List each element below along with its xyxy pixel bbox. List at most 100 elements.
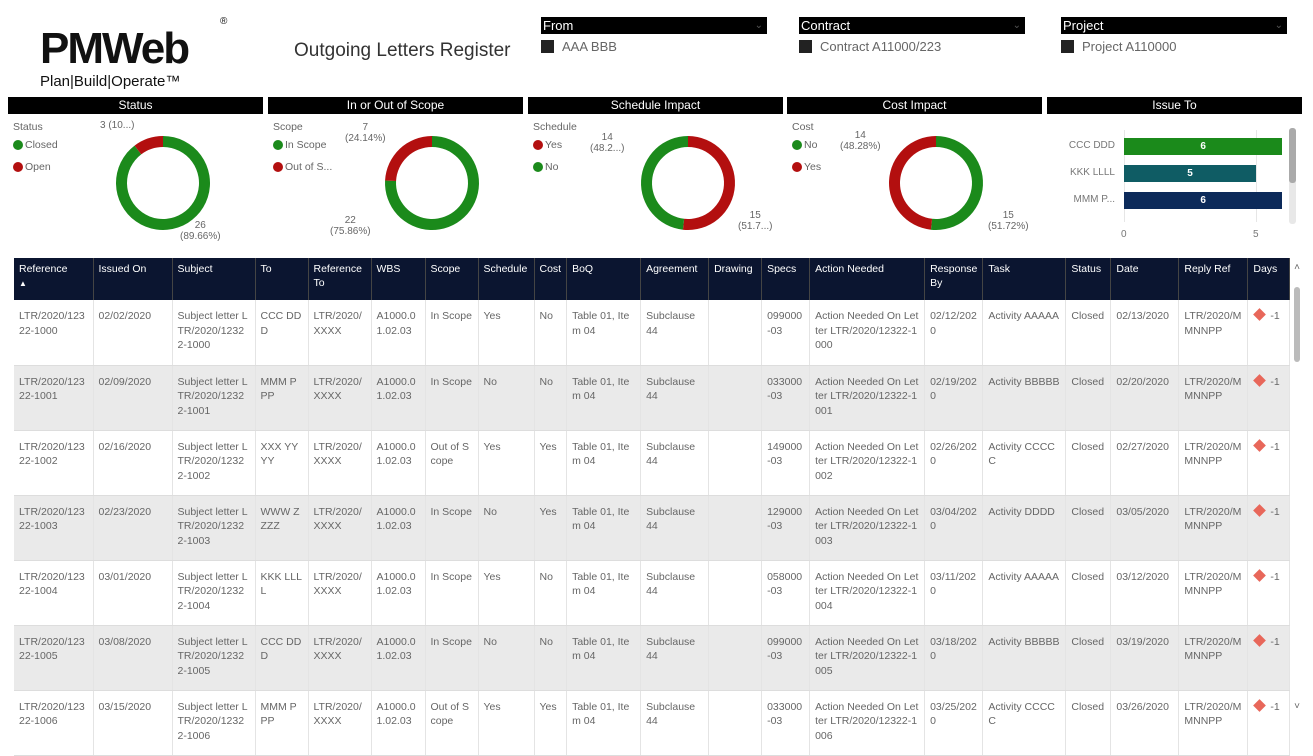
- cell-value: LTR/2020/XXXX: [313, 570, 362, 598]
- donut-slice-yes[interactable]: [889, 136, 936, 230]
- cell-value: Subject letter LTR/2020/12322-1003: [177, 505, 248, 547]
- slicer-header[interactable]: From ⌄: [541, 17, 767, 34]
- cell-issued-on: 03/01/2020: [93, 560, 173, 626]
- cell-value: In Scope: [430, 375, 472, 388]
- column-header-action-needed[interactable]: Action Needed: [809, 258, 926, 300]
- bar-value-label: 5: [1187, 168, 1193, 179]
- column-header-to[interactable]: To: [255, 258, 309, 300]
- column-header-days[interactable]: Days: [1247, 258, 1291, 300]
- cell-subject: Subject letter LTR/2020/12322-1006: [172, 690, 256, 756]
- column-header-subject[interactable]: Subject: [172, 258, 256, 300]
- cell-status: Closed: [1065, 430, 1112, 496]
- slicer-option[interactable]: AAA BBB: [541, 39, 767, 54]
- status-diamond-icon: [1253, 503, 1267, 517]
- chevron-down-icon[interactable]: ⌄: [754, 20, 763, 31]
- column-header-reference[interactable]: Reference ▲: [14, 258, 94, 300]
- donut-slice-no[interactable]: [930, 136, 983, 230]
- legend-dot-icon: [533, 140, 543, 150]
- legend-label: Closed: [25, 139, 58, 151]
- bar[interactable]: 6: [1124, 138, 1283, 155]
- column-header-agreement[interactable]: Agreement: [640, 258, 710, 300]
- slicer-option[interactable]: Contract A11000/223: [799, 39, 1025, 54]
- legend-item[interactable]: Closed: [13, 139, 58, 151]
- cell-action-needed: Action Needed On Letter LTR/2020/12322-1…: [809, 560, 926, 626]
- cell-issued-on: 03/08/2020: [93, 625, 173, 691]
- cell-boq: Table 01, Item 04: [566, 430, 642, 496]
- column-header-date[interactable]: Date: [1110, 258, 1180, 300]
- cell-value: -1: [1270, 375, 1280, 388]
- column-header-reference-to[interactable]: Reference To: [308, 258, 372, 300]
- table-row[interactable]: LTR/2020/12322-1003 02/23/2020 Subject let…: [14, 495, 1291, 561]
- checkbox-icon[interactable]: [799, 40, 812, 53]
- cell-to: CCC DDD: [255, 300, 309, 366]
- logo-tagline: Plan|Build|Operate™: [40, 73, 181, 90]
- cell-value: Action Needed On Letter LTR/2020/12322-1…: [815, 700, 919, 742]
- bar[interactable]: 6: [1124, 192, 1283, 209]
- slicer-header[interactable]: Project ⌄: [1061, 17, 1287, 34]
- slicer-from[interactable]: From ⌄ AAA BBB: [541, 17, 767, 54]
- scroll-down-icon[interactable]: ˅: [1294, 701, 1300, 712]
- cell-value: No: [483, 505, 497, 518]
- column-header-boq[interactable]: BoQ: [566, 258, 642, 300]
- cell-value: LTR/2020/12322-1002: [19, 440, 85, 468]
- column-header-drawing[interactable]: Drawing: [708, 258, 763, 300]
- table-row[interactable]: LTR/2020/12322-1001 02/09/2020 Subject let…: [14, 365, 1291, 431]
- donut-slice-no[interactable]: [641, 136, 688, 230]
- legend-item[interactable]: Yes: [533, 139, 577, 151]
- scroll-up-icon[interactable]: ˄: [1294, 262, 1300, 273]
- legend-item[interactable]: Out of S...: [273, 161, 332, 173]
- chevron-down-icon[interactable]: ⌄: [1274, 20, 1283, 31]
- slicer-contract[interactable]: Contract ⌄ Contract A11000/223: [799, 17, 1025, 54]
- slicer-option[interactable]: Project A110000: [1061, 39, 1287, 54]
- column-header-task[interactable]: Task: [982, 258, 1067, 300]
- column-header-issued-on[interactable]: Issued On: [93, 258, 173, 300]
- column-header-cost[interactable]: Cost: [534, 258, 568, 300]
- pmweb-logo: PMWeb ® Plan|Build|Operate™: [40, 16, 240, 93]
- legend-item[interactable]: Open: [13, 161, 58, 173]
- cell-action-needed: Action Needed On Letter LTR/2020/12322-1…: [809, 365, 926, 431]
- bar-category-label: KKK LLLL: [1069, 167, 1115, 178]
- donut-slice-out-of-s-[interactable]: [385, 136, 432, 182]
- sort-ascending-icon[interactable]: ▲: [19, 279, 27, 288]
- panel-title: Cost Impact: [787, 97, 1042, 114]
- cell-reference-to: LTR/2020/XXXX: [308, 495, 372, 561]
- column-header-schedule[interactable]: Schedule: [478, 258, 535, 300]
- cell-value: LTR/2020/MMNNPP: [1184, 505, 1242, 533]
- legend-item[interactable]: In Scope: [273, 139, 332, 151]
- table-scrollbar[interactable]: ˄ ˅: [1291, 262, 1303, 712]
- cell-agreement: Subclause 44: [640, 300, 710, 366]
- slicer-project[interactable]: Project ⌄ Project A110000: [1061, 17, 1287, 54]
- legend-item[interactable]: No: [792, 139, 821, 151]
- column-header-response-by[interactable]: Response By: [924, 258, 984, 300]
- checkbox-icon[interactable]: [541, 40, 554, 53]
- table-row[interactable]: LTR/2020/12322-1000 02/02/2020 Subject let…: [14, 300, 1291, 366]
- donut-slice-closed[interactable]: [116, 136, 210, 230]
- cell-action-needed: Action Needed On Letter LTR/2020/12322-1…: [809, 690, 926, 756]
- donut-slice-open[interactable]: [134, 136, 163, 155]
- table-row[interactable]: LTR/2020/12322-1004 03/01/2020 Subject let…: [14, 560, 1291, 626]
- table-row[interactable]: LTR/2020/12322-1005 03/08/2020 Subject let…: [14, 625, 1291, 691]
- legend-item[interactable]: No: [533, 161, 577, 173]
- checkbox-icon[interactable]: [1061, 40, 1074, 53]
- column-header-scope[interactable]: Scope: [425, 258, 479, 300]
- data-label: 14 (48.2...): [590, 132, 625, 154]
- cell-reference-to: LTR/2020/XXXX: [308, 560, 372, 626]
- cell-value: Activity CCCCC: [988, 700, 1055, 728]
- legend-item[interactable]: Yes: [792, 161, 821, 173]
- chevron-down-icon[interactable]: ⌄: [1012, 20, 1021, 31]
- column-header-status[interactable]: Status: [1065, 258, 1112, 300]
- table-row[interactable]: LTR/2020/12322-1002 02/16/2020 Subject let…: [14, 430, 1291, 496]
- table-row[interactable]: LTR/2020/12322-1006 03/15/2020 Subject let…: [14, 690, 1291, 756]
- cell-value: No: [539, 375, 553, 388]
- column-header-reply-ref[interactable]: Reply Ref: [1178, 258, 1249, 300]
- scroll-thumb[interactable]: [1294, 287, 1300, 362]
- cell-value: Subject letter LTR/2020/12322-1000: [177, 310, 248, 351]
- bar[interactable]: 5: [1124, 165, 1256, 182]
- column-header-specs[interactable]: Specs: [761, 258, 811, 300]
- donut-slice-yes[interactable]: [682, 136, 735, 230]
- legend-title: Schedule: [533, 121, 577, 133]
- slicer-header[interactable]: Contract ⌄: [799, 17, 1025, 34]
- column-header-wbs[interactable]: WBS: [371, 258, 426, 300]
- scroll-thumb[interactable]: [1289, 128, 1296, 183]
- cell-cost: No: [534, 625, 568, 691]
